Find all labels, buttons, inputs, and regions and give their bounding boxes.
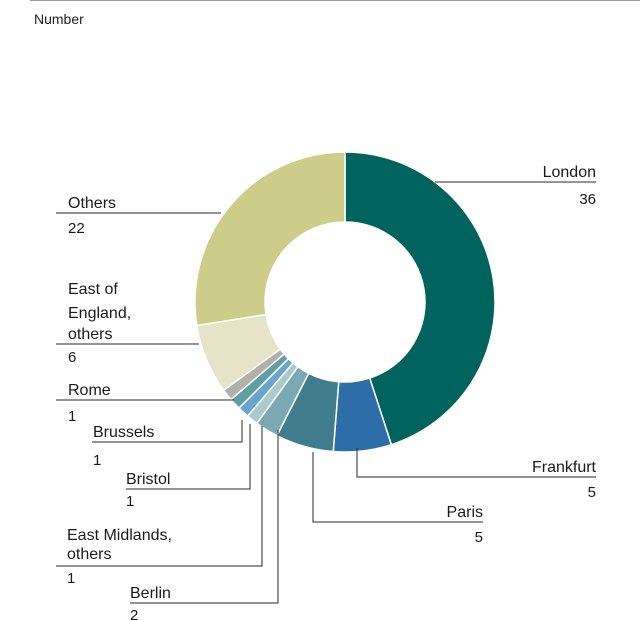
leader-line-bristol	[126, 424, 251, 490]
label-others: Others	[68, 195, 116, 212]
leader-line-berlin	[130, 430, 279, 604]
label-bristol: Bristol	[126, 471, 170, 488]
label-rome: Rome	[68, 382, 111, 399]
value-london: 36	[579, 191, 596, 208]
value-frankfurt: 5	[588, 484, 596, 501]
value-east-of-england-others: 6	[68, 349, 76, 366]
leader-line-frankfurt	[356, 448, 596, 478]
value-bristol: 1	[126, 493, 134, 510]
unit-label: Number	[34, 11, 84, 27]
slice-others	[194, 151, 346, 327]
label-brussels: Brussels	[93, 424, 154, 441]
value-east-midlands-others: 1	[67, 570, 75, 587]
label-berlin: Berlin	[130, 585, 171, 602]
value-brussels: 1	[93, 452, 101, 469]
label-paris: Paris	[447, 504, 483, 521]
leader-line-paris	[312, 452, 483, 523]
label-london: London	[543, 164, 596, 181]
value-berlin: 2	[130, 607, 138, 620]
label-east-of-england-others-line-2: England,	[68, 305, 131, 322]
value-paris: 5	[475, 529, 483, 546]
label-east-of-england-others-line-1: East of	[68, 281, 118, 298]
value-rome: 1	[68, 408, 76, 425]
leader-line-brussels	[92, 420, 243, 443]
leader-line-east-midlands-others	[56, 426, 263, 567]
value-others: 22	[68, 220, 85, 237]
label-east-of-england-others-line-3: others	[68, 326, 112, 343]
top-rule	[30, 0, 640, 1]
label-frankfurt: Frankfurt	[532, 459, 597, 476]
label-east-midlands-others-line-1: East Midlands,	[67, 527, 172, 544]
label-east-midlands-others-line-2: others	[67, 546, 111, 563]
slice-london	[344, 151, 496, 446]
